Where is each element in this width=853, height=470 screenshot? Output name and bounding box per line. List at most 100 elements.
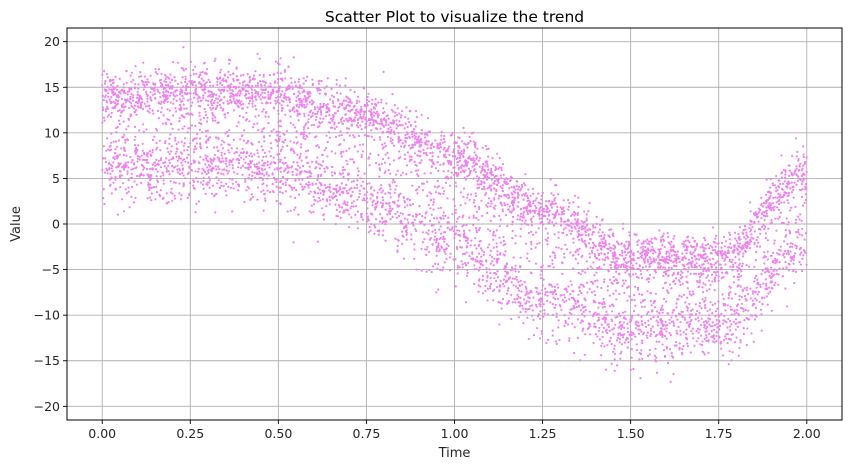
- scatter-point: [551, 329, 554, 332]
- scatter-point: [804, 232, 807, 235]
- scatter-point: [274, 99, 277, 102]
- scatter-point: [371, 204, 374, 207]
- scatter-point: [260, 130, 263, 133]
- scatter-point: [525, 300, 528, 303]
- scatter-point: [392, 130, 395, 134]
- scatter-point: [265, 111, 268, 114]
- scatter-point: [597, 316, 600, 319]
- scatter-point: [277, 125, 281, 128]
- scatter-point: [594, 245, 597, 248]
- scatter-point: [711, 280, 714, 283]
- scatter-point: [436, 161, 439, 164]
- scatter-point: [270, 130, 273, 133]
- scatter-point: [601, 231, 604, 234]
- scatter-point: [736, 325, 740, 328]
- scatter-point: [263, 168, 266, 171]
- scatter-point: [494, 168, 497, 172]
- scatter-point: [387, 157, 390, 160]
- scatter-point: [431, 158, 434, 162]
- scatter-point: [229, 95, 233, 98]
- scatter-point: [740, 275, 743, 278]
- grid-lines: [67, 28, 842, 420]
- scatter-point: [787, 253, 791, 256]
- scatter-point: [720, 277, 723, 280]
- scatter-point: [423, 223, 426, 227]
- scatter-point: [265, 173, 268, 176]
- scatter-point: [197, 105, 201, 108]
- scatter-point: [582, 310, 585, 313]
- scatter-point: [367, 92, 370, 95]
- scatter-point: [759, 285, 762, 289]
- scatter-point: [526, 257, 529, 260]
- scatter-point: [639, 301, 643, 304]
- scatter-point: [513, 199, 516, 202]
- scatter-point: [228, 151, 231, 154]
- scatter-point: [443, 140, 446, 143]
- scatter-point: [754, 259, 757, 262]
- scatter-point: [540, 330, 543, 333]
- scatter-point: [740, 270, 743, 273]
- scatter-point: [204, 82, 207, 85]
- scatter-point: [663, 245, 666, 248]
- scatter-point: [770, 219, 773, 222]
- scatter-point: [649, 299, 652, 303]
- scatter-point: [326, 77, 329, 80]
- scatter-point: [542, 278, 545, 281]
- scatter-point: [784, 249, 787, 253]
- scatter-point: [693, 344, 696, 347]
- scatter-point: [199, 122, 202, 125]
- scatter-point: [382, 199, 385, 202]
- scatter-point: [101, 106, 104, 109]
- scatter-point: [604, 243, 608, 246]
- scatter-point: [511, 301, 514, 304]
- scatter-point: [121, 136, 124, 139]
- scatter-point: [175, 150, 178, 153]
- scatter-point: [111, 169, 114, 173]
- scatter-point: [697, 272, 701, 276]
- scatter-point: [291, 188, 294, 191]
- scatter-point: [689, 252, 692, 255]
- scatter-point: [530, 247, 533, 251]
- scatter-point: [791, 242, 794, 245]
- scatter-point: [455, 185, 458, 188]
- scatter-point: [442, 192, 445, 195]
- scatter-point: [106, 105, 109, 108]
- scatter-point: [525, 290, 529, 293]
- scatter-point: [408, 160, 411, 163]
- scatter-point: [686, 281, 689, 284]
- scatter-point: [516, 297, 519, 300]
- scatter-point: [239, 138, 242, 141]
- scatter-point: [698, 305, 701, 308]
- scatter-point: [431, 265, 435, 268]
- scatter-point: [671, 249, 674, 252]
- scatter-point: [425, 140, 428, 143]
- scatter-point: [704, 304, 707, 307]
- scatter-point: [308, 170, 311, 173]
- scatter-point: [697, 331, 700, 334]
- scatter-point: [453, 141, 456, 144]
- scatter-point: [202, 158, 205, 161]
- scatter-point: [216, 182, 219, 185]
- scatter-point: [520, 223, 523, 226]
- scatter-point: [159, 149, 162, 152]
- scatter-point: [128, 100, 131, 103]
- scatter-point: [227, 84, 230, 87]
- scatter-point: [339, 92, 342, 95]
- scatter-point: [243, 80, 246, 83]
- scatter-point: [801, 188, 804, 191]
- scatter-point: [702, 282, 705, 285]
- scatter-point: [307, 149, 310, 152]
- scatter-point: [656, 324, 659, 327]
- scatter-point: [115, 131, 118, 134]
- scatter-point: [526, 197, 530, 200]
- scatter-point: [142, 88, 145, 91]
- scatter-point: [242, 116, 245, 119]
- scatter-point: [735, 336, 738, 339]
- scatter-point: [370, 135, 373, 138]
- scatter-point: [287, 96, 290, 99]
- scatter-point: [328, 203, 331, 206]
- scatter-point: [370, 111, 373, 115]
- scatter-point: [126, 170, 129, 173]
- scatter-point: [133, 144, 137, 147]
- scatter-point: [129, 95, 132, 98]
